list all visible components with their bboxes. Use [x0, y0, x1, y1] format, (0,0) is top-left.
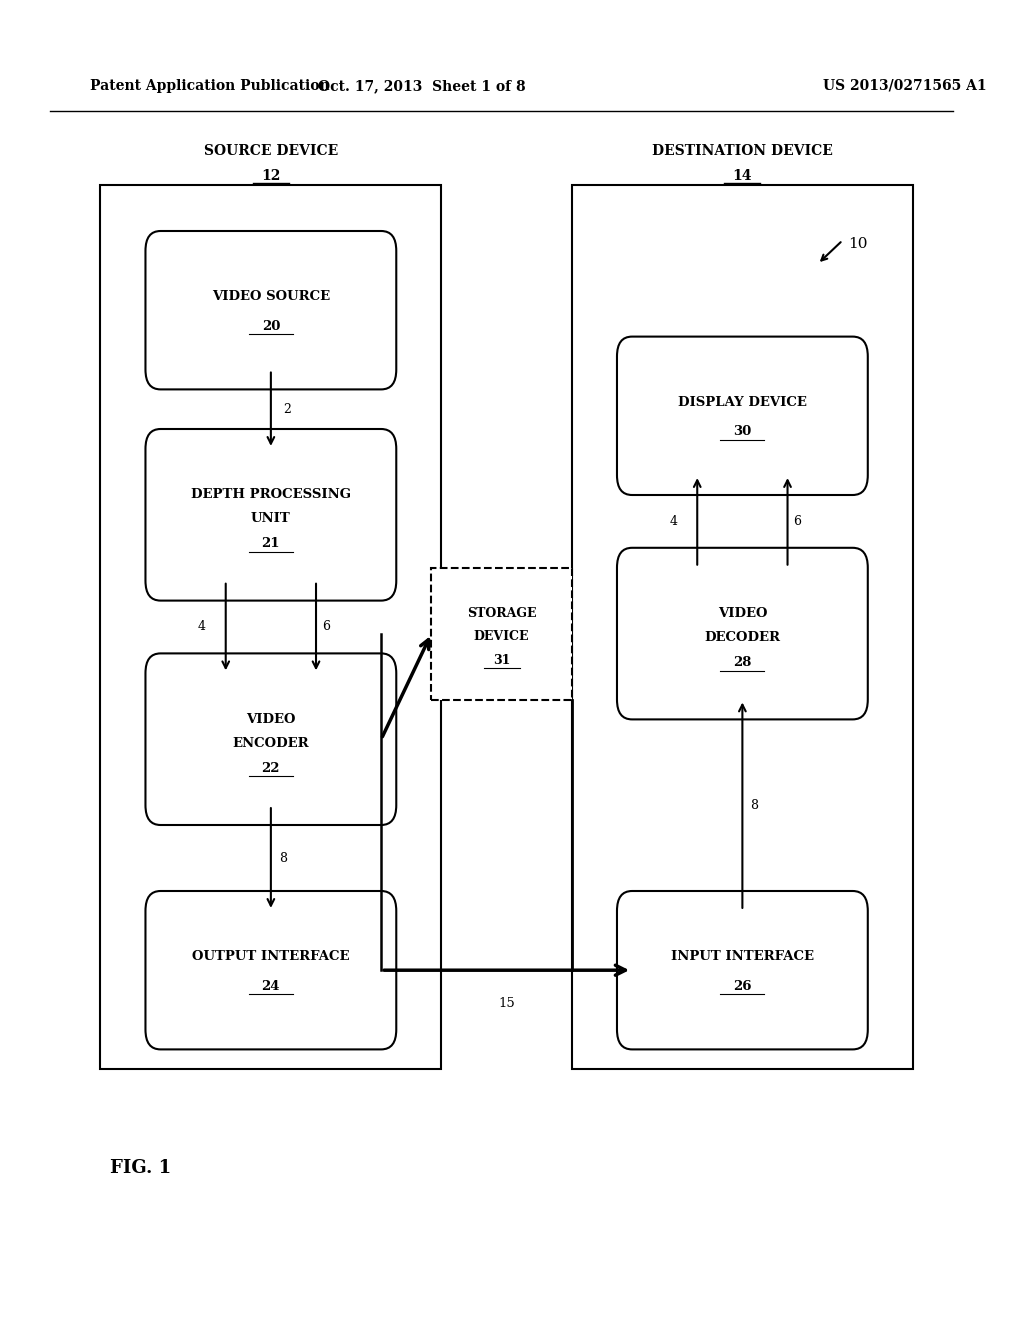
Text: DECODER: DECODER	[705, 631, 780, 644]
Text: 6: 6	[794, 515, 802, 528]
Text: 4: 4	[198, 620, 206, 634]
Text: 15: 15	[499, 997, 515, 1010]
Text: 24: 24	[261, 979, 281, 993]
FancyBboxPatch shape	[617, 548, 867, 719]
FancyBboxPatch shape	[145, 653, 396, 825]
Text: Oct. 17, 2013  Sheet 1 of 8: Oct. 17, 2013 Sheet 1 of 8	[317, 79, 525, 92]
Text: OUTPUT INTERFACE: OUTPUT INTERFACE	[193, 950, 349, 964]
FancyBboxPatch shape	[431, 568, 571, 700]
FancyBboxPatch shape	[571, 185, 913, 1069]
Text: 2: 2	[283, 403, 291, 416]
Text: US 2013/0271565 A1: US 2013/0271565 A1	[822, 79, 986, 92]
FancyBboxPatch shape	[100, 185, 441, 1069]
Text: FIG. 1: FIG. 1	[111, 1159, 171, 1177]
Text: INPUT INTERFACE: INPUT INTERFACE	[671, 950, 814, 964]
Text: DESTINATION DEVICE: DESTINATION DEVICE	[652, 144, 833, 158]
Text: 8: 8	[279, 851, 287, 865]
Text: SOURCE DEVICE: SOURCE DEVICE	[204, 144, 338, 158]
Text: VIDEO: VIDEO	[246, 713, 296, 726]
Text: 21: 21	[261, 537, 281, 550]
FancyBboxPatch shape	[145, 891, 396, 1049]
FancyBboxPatch shape	[617, 891, 867, 1049]
Text: VIDEO SOURCE: VIDEO SOURCE	[212, 290, 330, 304]
Text: 14: 14	[732, 169, 753, 182]
Text: DEVICE: DEVICE	[474, 630, 529, 643]
Text: 4: 4	[669, 515, 677, 528]
Text: 20: 20	[262, 319, 280, 333]
Text: ENCODER: ENCODER	[232, 737, 309, 750]
Text: 6: 6	[322, 620, 330, 634]
Text: 8: 8	[751, 799, 759, 812]
FancyBboxPatch shape	[145, 429, 396, 601]
Text: DISPLAY DEVICE: DISPLAY DEVICE	[678, 396, 807, 409]
Text: UNIT: UNIT	[251, 512, 291, 525]
Text: 12: 12	[261, 169, 281, 182]
Text: VIDEO: VIDEO	[718, 607, 767, 620]
FancyBboxPatch shape	[145, 231, 396, 389]
Text: Patent Application Publication: Patent Application Publication	[90, 79, 330, 92]
Text: 26: 26	[733, 979, 752, 993]
Text: 30: 30	[733, 425, 752, 438]
Text: 22: 22	[261, 762, 281, 775]
Text: 31: 31	[493, 653, 510, 667]
Text: DEPTH PROCESSING: DEPTH PROCESSING	[190, 488, 351, 502]
FancyBboxPatch shape	[617, 337, 867, 495]
Text: 28: 28	[733, 656, 752, 669]
Text: STORAGE: STORAGE	[467, 607, 537, 620]
Text: 10: 10	[848, 238, 867, 251]
